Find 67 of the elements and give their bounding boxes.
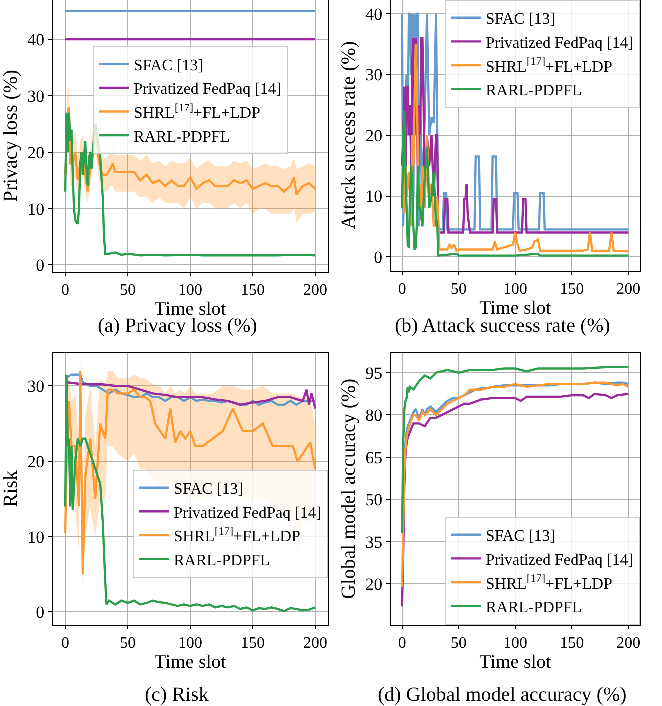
y-tick-label: 20	[366, 126, 383, 146]
line-series	[64, 374, 317, 406]
legend-label: SHRL$^{[17]}$+FL+LDP	[486, 56, 613, 76]
y-tick-label: 30	[366, 66, 383, 85]
y-tick-label: 80	[366, 406, 383, 426]
y-tick-label: 40	[366, 4, 383, 24]
x-axis-title: Time slot	[154, 652, 228, 674]
text: (d) Global model accuracy (%)	[378, 684, 627, 706]
x-tick-label: 150	[241, 282, 265, 300]
y-tick-label: 35	[366, 532, 383, 552]
text: (a) Privacy loss (%)	[98, 315, 258, 337]
legend-label: RARL-PDPFL	[486, 600, 582, 617]
y-tick-label: 30	[28, 377, 45, 396]
x-tick-label: 100	[504, 281, 528, 298]
x-tick-label: 200	[616, 281, 641, 298]
y-tick-label: 30	[28, 86, 45, 106]
text: (c) Risk	[145, 684, 209, 706]
x-tick-label: 100	[178, 635, 202, 652]
y-tick-label: 20	[28, 143, 45, 162]
y-axis-title: Global model accuracy (%)	[338, 378, 360, 600]
legend-label: SHRL$^{[17]}$+FL+LDP	[134, 102, 261, 122]
x-tick-label: 0	[62, 635, 70, 652]
legend-label: RARL-PDPFL	[134, 128, 230, 146]
y-tick-label: 10	[28, 528, 45, 547]
x-tick-label: 0	[398, 281, 406, 298]
x-tick-label: 0	[62, 282, 70, 300]
y-tick-label: 40	[28, 30, 45, 50]
y-tick-label: 20	[366, 575, 383, 594]
y-tick-label: 10	[366, 187, 383, 206]
legend-label: SFAC [13]	[174, 481, 244, 498]
y-axis-title: Attack success rate (%)	[338, 41, 360, 230]
y-tick-label: 95	[366, 364, 383, 383]
legend-label: Privatized FedPaq [14]	[174, 504, 322, 522]
y-axis-title: Privacy loss (%)	[0, 70, 22, 202]
y-tick-label: 50	[366, 490, 383, 510]
x-tick-label: 0	[398, 635, 406, 652]
y-tick-label: 0	[36, 603, 45, 622]
x-tick-label: 150	[560, 635, 584, 652]
legend-label: Privatized FedPaq [14]	[486, 552, 634, 569]
legend-label: SFAC [13]	[134, 57, 204, 74]
x-tick-label: 150	[241, 635, 265, 652]
legend-label: RARL-PDPFL	[486, 82, 582, 100]
y-tick-label: 0	[36, 256, 45, 276]
x-tick-label: 50	[450, 281, 467, 298]
x-tick-label: 100	[178, 282, 202, 300]
x-tick-label: 200	[304, 282, 328, 300]
legend-label: Privatized FedPaq [14]	[134, 81, 282, 98]
y-tick-label: 0	[374, 248, 383, 267]
x-tick-label: 50	[120, 282, 136, 300]
y-tick-label: 65	[366, 448, 383, 468]
y-axis-title: Risk	[0, 470, 22, 508]
y-tick-label: 20	[28, 452, 45, 472]
x-axis-title: Time slot	[480, 652, 552, 674]
y-tick-label: 10	[28, 200, 45, 219]
legend-label: SFAC [13]	[486, 528, 556, 546]
x-tick-label: 50	[450, 635, 467, 652]
x-tick-label: 100	[504, 635, 528, 652]
x-tick-label: 150	[560, 281, 584, 298]
legend-label: SHRL$^{[17]}$+FL+LDP	[174, 526, 301, 546]
legend-label: Privatized FedPaq [14]	[486, 34, 634, 52]
legend-label: RARL-PDPFL	[174, 552, 270, 570]
legend-label: SFAC [13]	[486, 11, 556, 28]
x-tick-label: 200	[304, 635, 328, 652]
legend-label: SHRL$^{[17]}$+FL+LDP	[486, 573, 613, 593]
line-series	[401, 110, 630, 257]
x-tick-label: 50	[120, 635, 136, 652]
x-tick-label: 200	[616, 635, 641, 652]
